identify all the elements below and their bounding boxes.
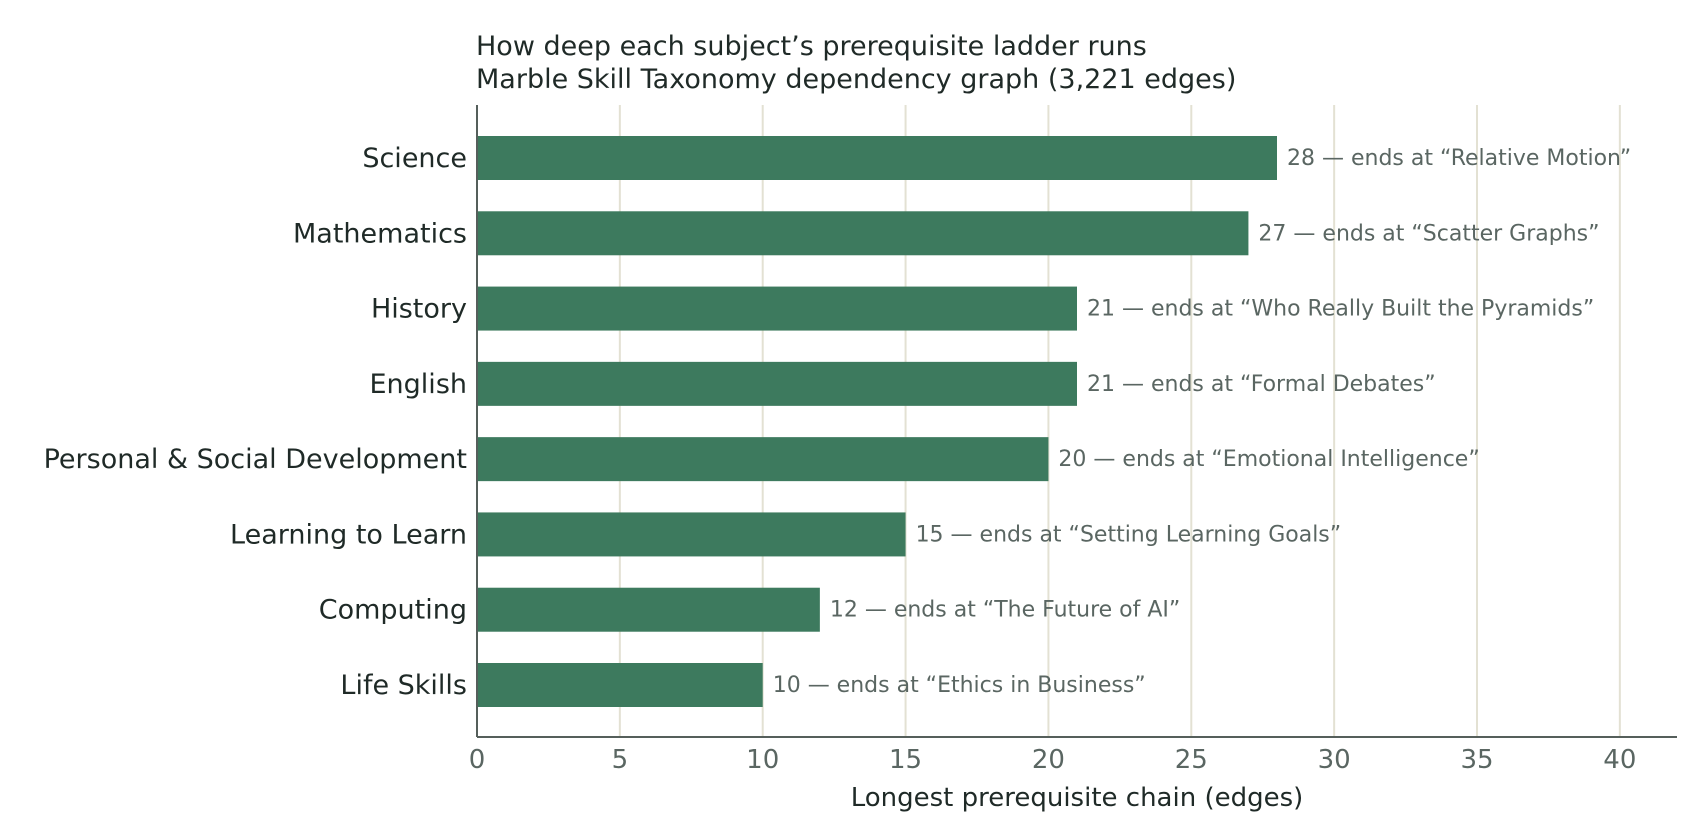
bar xyxy=(478,211,1249,256)
bar-value-label: 28 — ends at “Relative Motion” xyxy=(1287,146,1631,171)
x-tick-label: 15 xyxy=(889,745,922,775)
category-label: English xyxy=(370,369,468,400)
gridlines xyxy=(618,105,1621,737)
bars xyxy=(478,136,1277,707)
bar-value-label: 12 — ends at “The Future of AI” xyxy=(830,598,1180,623)
bar-value-label: 20 — ends at “Emotional Intelligence” xyxy=(1058,447,1479,472)
bar-value-label: 21 — ends at “Formal Debates” xyxy=(1087,372,1436,397)
x-tick-label: 5 xyxy=(612,745,629,775)
x-tick-label: 25 xyxy=(1175,745,1208,775)
category-label: Life Skills xyxy=(340,670,467,701)
x-tick-label: 20 xyxy=(1032,745,1065,775)
category-labels: Science Mathematics History English Personal… xyxy=(44,143,467,701)
bar xyxy=(478,286,1077,331)
x-tick-label: 35 xyxy=(1460,745,1493,775)
chart-title: How deep each subject’s prerequisite lad… xyxy=(476,31,1147,62)
category-label: History xyxy=(371,294,467,325)
x-tick-label: 30 xyxy=(1318,745,1351,775)
chart-subtitle: Marble Skill Taxonomy dependency graph (… xyxy=(476,64,1236,95)
x-tick-label: 0 xyxy=(469,745,486,775)
category-label: Science xyxy=(362,143,467,174)
bar-value-label: 21 — ends at “Who Really Built the Pyram… xyxy=(1087,297,1594,322)
bar xyxy=(478,136,1277,180)
category-label: Mathematics xyxy=(293,218,467,249)
bar-annotations: 28 — ends at “Relative Motion” 27 — ends … xyxy=(773,146,1631,698)
bar-value-label: 10 — ends at “Ethics in Business” xyxy=(773,673,1146,698)
category-label: Computing xyxy=(319,595,467,626)
x-tick-label: 10 xyxy=(746,745,779,775)
bar xyxy=(478,437,1049,482)
bar xyxy=(478,587,820,632)
axes: 0 5 10 15 20 25 30 35 40 xyxy=(469,105,1677,775)
bar-value-label: 27 — ends at “Scatter Graphs” xyxy=(1258,221,1599,246)
category-label: Learning to Learn xyxy=(230,519,467,550)
x-axis-title: Longest prerequisite chain (edges) xyxy=(851,783,1304,813)
bar xyxy=(478,361,1077,406)
bar-value-label: 15 — ends at “Setting Learning Goals” xyxy=(916,522,1342,547)
bar xyxy=(478,663,763,707)
bar xyxy=(478,512,906,557)
category-label: Personal & Social Development xyxy=(44,444,467,475)
x-tick-label: 40 xyxy=(1603,745,1636,775)
